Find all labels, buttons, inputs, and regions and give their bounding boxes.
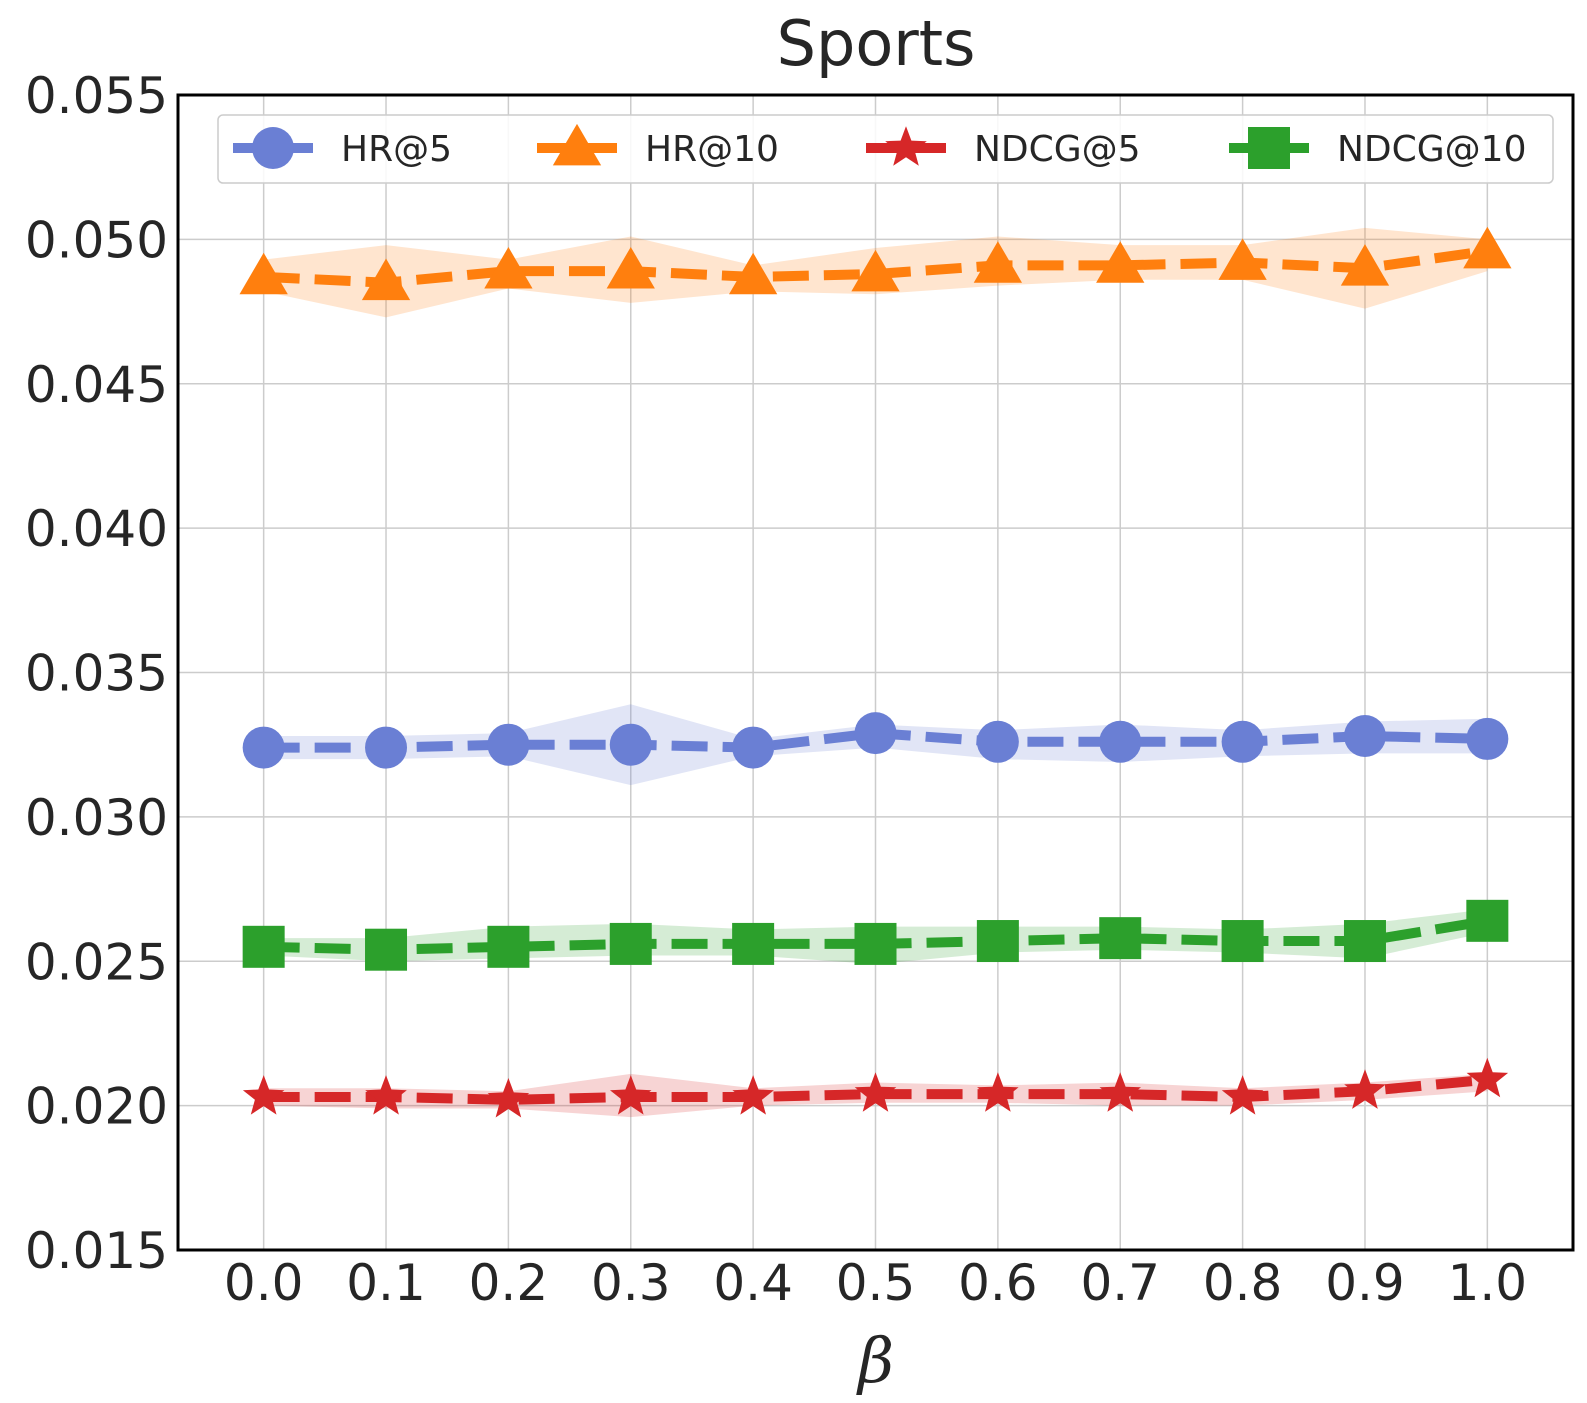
legend-label-ndcg-5: NDCG@5 <box>974 129 1141 170</box>
point-ndcg-10 <box>1343 920 1386 963</box>
point-ndcg-5 <box>365 1075 407 1115</box>
point-hr-5 <box>487 723 530 766</box>
legend-marker-hr-5 <box>252 127 294 169</box>
point-ndcg-5 <box>610 1075 652 1115</box>
point-ndcg-5 <box>732 1075 774 1115</box>
point-ndcg-5 <box>487 1078 530 1118</box>
point-hr-10 <box>973 241 1023 283</box>
point-hr-10 <box>1218 238 1267 280</box>
point-hr-10 <box>1096 241 1145 283</box>
point-hr-5 <box>854 712 897 755</box>
point-ndcg-10 <box>732 922 775 965</box>
point-ndcg-10 <box>487 925 530 968</box>
y-tick-label: 0.020 <box>25 1078 168 1136</box>
plot-frame <box>176 93 1575 1252</box>
point-ndcg-10 <box>1466 899 1509 942</box>
point-hr-10 <box>606 246 655 289</box>
point-ndcg-5 <box>242 1075 285 1115</box>
legend: HR@5 HR@10 NDCG@5 NDCG@10 <box>217 114 1554 184</box>
point-ndcg-5 <box>977 1072 1019 1112</box>
point-hr-10 <box>1340 244 1390 286</box>
point-ndcg-5 <box>1221 1075 1264 1115</box>
x-tick-label: 0.5 <box>836 1254 916 1312</box>
point-ndcg-10 <box>1099 917 1142 960</box>
legend-marker-hr-10 <box>552 123 602 166</box>
y-axis-ticks: 0.015 0.020 0.025 0.030 0.035 0.040 0.045 0.050… <box>25 67 168 1280</box>
point-hr-5 <box>1221 720 1264 763</box>
point-hr-10 <box>239 252 288 295</box>
series-markers <box>239 226 1512 1118</box>
point-hr-5 <box>1099 720 1142 763</box>
y-tick-label: 0.045 <box>25 356 168 414</box>
point-ndcg-10 <box>609 922 652 965</box>
x-tick-label: 0.6 <box>958 1254 1038 1312</box>
line-ndcg-10 <box>263 915 1489 955</box>
y-tick-label: 0.040 <box>25 500 168 558</box>
point-hr-10 <box>728 252 778 295</box>
point-ndcg-5 <box>1099 1072 1141 1112</box>
point-hr-10 <box>484 246 533 289</box>
y-tick-label: 0.035 <box>25 645 168 703</box>
legend-label-ndcg-10: NDCG@10 <box>1337 129 1527 170</box>
point-hr-5 <box>365 726 408 769</box>
point-ndcg-10 <box>1221 920 1264 963</box>
x-tick-label: 0.4 <box>713 1254 793 1312</box>
x-tick-label: 0.1 <box>346 1254 426 1312</box>
point-ndcg-10 <box>854 922 897 965</box>
legend-label-hr-5: HR@5 <box>341 129 452 170</box>
point-ndcg-5 <box>854 1072 897 1112</box>
point-ndcg-10 <box>976 920 1019 963</box>
legend-marker-ndcg-10 <box>1248 127 1290 169</box>
x-tick-label: 0.7 <box>1080 1254 1160 1312</box>
y-tick-label: 0.025 <box>25 933 168 991</box>
legend-label-hr-10: HR@10 <box>645 129 779 170</box>
y-tick-label: 0.050 <box>25 211 168 269</box>
point-hr-10 <box>851 249 900 292</box>
point-hr-5 <box>1343 715 1386 758</box>
y-tick-label: 0.055 <box>25 67 168 125</box>
chart-title: Sports <box>777 7 976 80</box>
point-hr-5 <box>732 726 775 769</box>
point-ndcg-5 <box>1344 1069 1386 1109</box>
y-tick-label: 0.015 <box>25 1222 168 1280</box>
x-tick-label: 0.9 <box>1325 1254 1405 1312</box>
x-axis-label: β <box>856 1324 894 1397</box>
point-hr-10 <box>361 258 411 301</box>
point-ndcg-10 <box>365 928 408 971</box>
y-tick-label: 0.030 <box>25 789 168 847</box>
x-tick-label: 1.0 <box>1448 1254 1528 1312</box>
x-tick-label: 0.8 <box>1203 1254 1283 1312</box>
point-hr-5 <box>1466 717 1509 760</box>
legend-marker-ndcg-5 <box>885 126 927 166</box>
point-hr-5 <box>242 726 285 769</box>
x-tick-label: 0.2 <box>469 1254 549 1312</box>
point-hr-10 <box>1463 226 1512 269</box>
point-ndcg-10 <box>242 925 285 968</box>
point-hr-5 <box>976 720 1019 763</box>
x-axis-ticks: 0.0 0.1 0.2 0.3 0.4 0.5 0.6 0.7 0.8 0.9 1.0 <box>224 1254 1527 1312</box>
point-ndcg-5 <box>1466 1057 1509 1098</box>
x-tick-label: 0.0 <box>224 1254 304 1312</box>
point-hr-5 <box>609 723 652 766</box>
x-tick-label: 0.3 <box>591 1254 671 1312</box>
